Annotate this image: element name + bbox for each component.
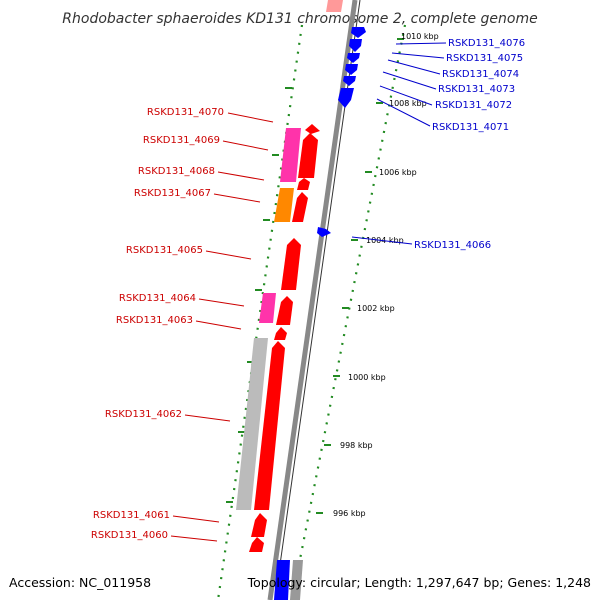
gene-label: RSKD131_4071	[432, 122, 509, 133]
gene-arrow-reverse	[351, 27, 366, 38]
gene-arrow-reverse	[317, 227, 331, 237]
scale-tick-label: 1000 kbp	[348, 373, 386, 382]
gene-label: RSKD131_4067	[134, 188, 211, 199]
gene-arrow-forward	[251, 513, 267, 537]
gene-label: RSKD131_4074	[442, 69, 519, 80]
scale-tick-label: 996 kbp	[333, 509, 366, 518]
gene-label: RSKD131_4076	[448, 38, 525, 49]
scale-tick-labels: 1010 kbp 1008 kbp 1006 kbp 1004 kbp 1002…	[333, 32, 439, 518]
genome-summary-text: Topology: circular; Length: 1,297,647 bp…	[247, 575, 591, 590]
gene-arrow-top	[326, 0, 343, 12]
gene-arrow-reverse	[338, 88, 354, 108]
right-label-leaders	[351, 42, 447, 245]
gene-arrow-reverse	[345, 64, 358, 75]
gene-label: RSKD131_4072	[435, 100, 512, 111]
gene-label: RSKD131_4062	[105, 409, 182, 420]
gene-arrow-forward	[274, 327, 287, 340]
gene-label: RSKD131_4068	[138, 166, 215, 177]
gene-arrow-forward	[249, 537, 264, 552]
misc-features	[236, 128, 303, 600]
reverse-strand-genes	[274, 27, 366, 600]
gene-arrow-forward	[298, 133, 318, 178]
gene-arrow-reverse	[274, 560, 290, 600]
left-label-leaders	[170, 112, 274, 542]
gene-label: RSKD131_4070	[147, 107, 224, 118]
gene-label: RSKD131_4063	[116, 315, 193, 326]
gene-label: RSKD131_4065	[126, 245, 203, 256]
gene-label: RSKD131_4075	[446, 53, 523, 64]
gene-label: RSKD131_4069	[143, 135, 220, 146]
gene-arrow-forward	[276, 296, 293, 325]
scale-tick-label: 1002 kbp	[357, 304, 395, 313]
gene-arrow-forward	[254, 341, 285, 510]
gene-label: RSKD131_4064	[119, 293, 196, 304]
feature-gray	[290, 560, 303, 600]
feature-orange	[274, 188, 294, 222]
feature-gray	[236, 338, 268, 510]
feature-pink	[259, 293, 276, 323]
scale-tick-label: 1010 kbp	[401, 32, 439, 41]
gene-label: RSKD131_4066	[414, 240, 491, 251]
gene-arrow-forward	[292, 192, 308, 222]
gene-arrow-forward	[281, 238, 301, 290]
map-title: Rhodobacter sphaeroides KD131 chromosome…	[62, 11, 537, 27]
gene-arrow-reverse	[349, 39, 362, 52]
scale-tick-label: 1008 kbp	[389, 99, 427, 108]
gene-arrow-reverse	[343, 76, 356, 86]
gene-label: RSKD131_4060	[91, 530, 168, 541]
gene-label: RSKD131_4061	[93, 510, 170, 521]
gene-arrow-forward	[305, 124, 320, 134]
feature-pink	[280, 128, 301, 182]
scale-tick-label: 1006 kbp	[379, 168, 417, 177]
gene-label: RSKD131_4073	[438, 84, 515, 95]
scale-tick-label: 998 kbp	[340, 441, 373, 450]
gene-arrow-forward	[297, 178, 310, 190]
accession-text: Accession: NC_011958	[9, 575, 151, 590]
right-gene-labels: RSKD131_4076 RSKD131_4075 RSKD131_4074 R…	[414, 38, 525, 251]
gene-arrow-reverse	[347, 53, 360, 63]
forward-strand-genes	[249, 124, 320, 552]
left-gene-labels: RSKD131_4070 RSKD131_4069 RSKD131_4068 R…	[91, 107, 224, 541]
